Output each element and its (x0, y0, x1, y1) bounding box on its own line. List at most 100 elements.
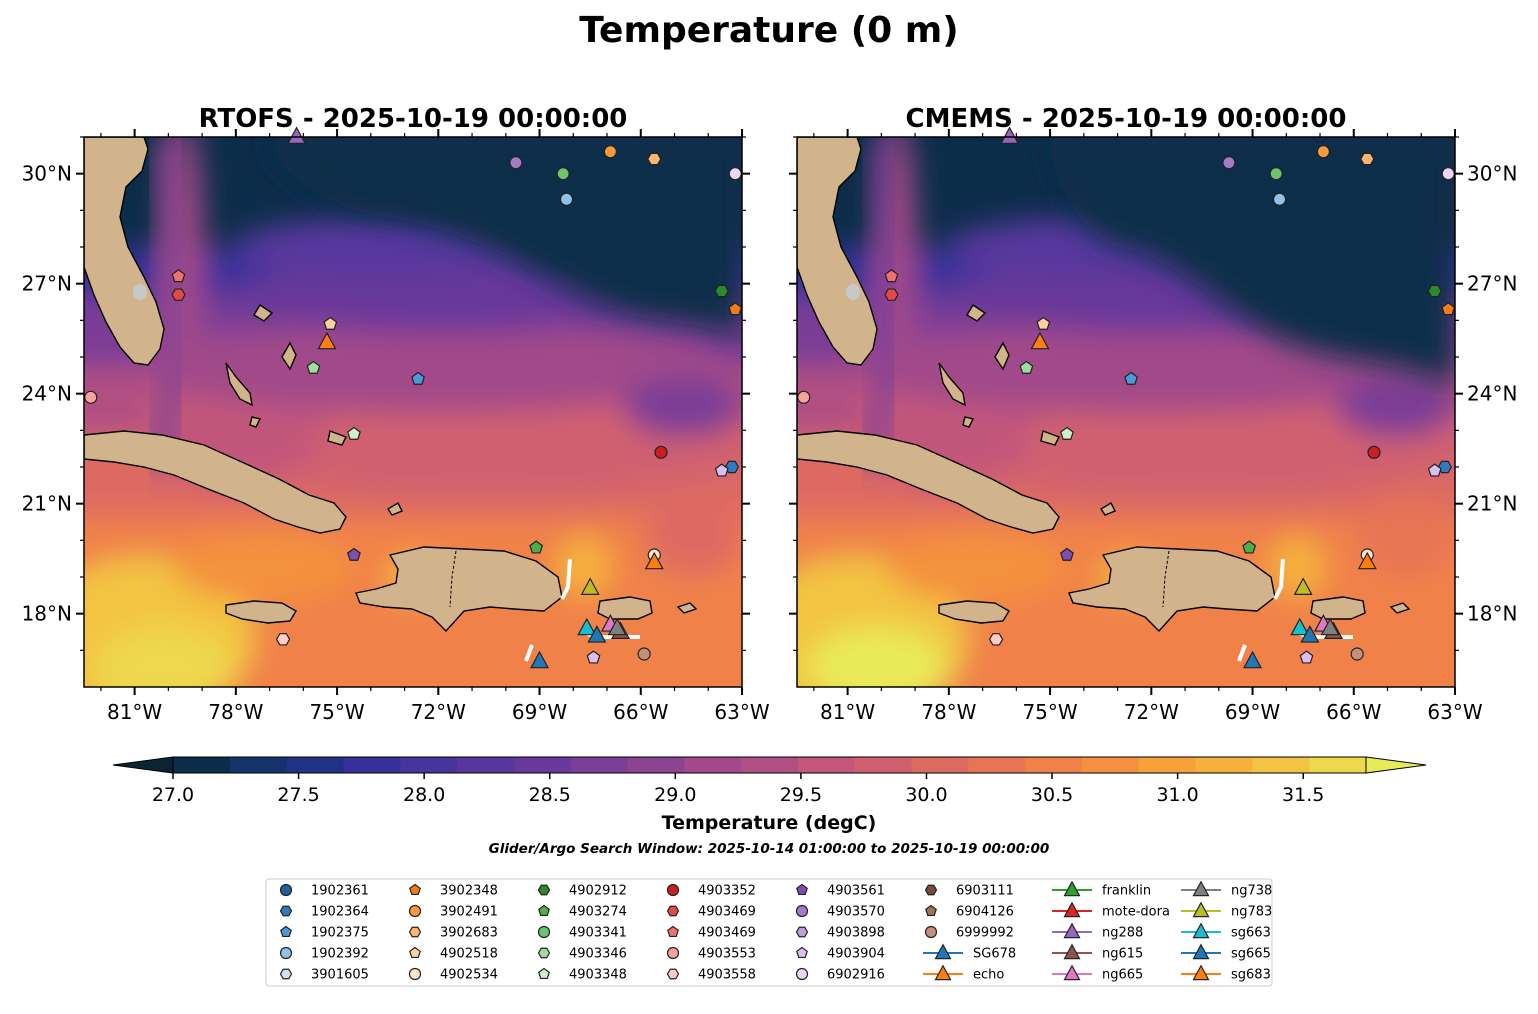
legend-marker (924, 925, 938, 939)
legend-marker (934, 964, 952, 981)
map-marker (1316, 145, 1331, 159)
x-tick-label: 72°W (1124, 700, 1179, 724)
colorbar-tick-label: 28.0 (403, 784, 445, 806)
colorbar-swatch (1195, 757, 1253, 773)
colorbar-swatch (1081, 757, 1140, 773)
border-line (1162, 550, 1170, 608)
map-marker (1124, 371, 1138, 385)
legend-label: 6903111 (956, 884, 1014, 899)
map-marker (607, 617, 627, 636)
legend-label: 4903469 (698, 905, 756, 920)
colorbar-tick-label: 30.5 (1031, 784, 1073, 806)
colorbar-swatch (627, 757, 685, 773)
legend-label: ng665 (1102, 968, 1143, 983)
legend-marker (1063, 901, 1081, 918)
colorbar-label: Temperature (degC) (662, 812, 877, 834)
panel-title: RTOFS - 2025-10-19 00:00:00 (199, 104, 628, 134)
colorbar-swatch (570, 757, 629, 773)
legend-label: 4903561 (827, 884, 885, 899)
legend-label: ng738 (1231, 884, 1272, 899)
legend-label: 4903570 (827, 905, 885, 920)
map-marker (586, 650, 601, 664)
legend-marker (279, 905, 293, 917)
map-marker (644, 551, 664, 570)
colorbar-tick-label: 29.5 (780, 784, 822, 806)
x-tick-label: 63°W (714, 700, 769, 724)
map-marker (1243, 650, 1263, 669)
lake-okeechobee (133, 284, 147, 300)
map-marker (287, 126, 307, 144)
map-marker (171, 288, 186, 301)
map-marker (1030, 331, 1050, 350)
map-marker (1350, 647, 1364, 661)
map-clip (84, 137, 742, 687)
legend-marker (795, 926, 809, 938)
x-tick-label: 72°W (411, 700, 466, 724)
map-marker (647, 152, 662, 166)
map-marker (714, 463, 729, 477)
map-marker (306, 360, 321, 374)
field-blob (556, 537, 612, 597)
legend-marker (795, 904, 809, 918)
x-tick-label: 63°W (1427, 700, 1482, 724)
legend-marker (1063, 964, 1081, 981)
colorbar-swatch (1025, 757, 1083, 773)
colorbar-tick-label: 31.5 (1282, 784, 1324, 806)
search-window-text: Glider/Argo Search Window: 2025-10-14 01… (489, 841, 1050, 857)
colorbar-extend-high (1365, 756, 1427, 774)
legend-marker (666, 968, 680, 980)
map-marker (728, 302, 743, 316)
legend-label: 4903469 (698, 926, 756, 941)
legend-label: sg663 (1231, 926, 1271, 941)
legend-marker (796, 946, 808, 959)
colorbar-tick-label: 27.0 (152, 784, 194, 806)
map-marker (1036, 316, 1051, 330)
colorbar-swatch (968, 757, 1026, 773)
map-marker (728, 167, 742, 181)
map-marker (884, 269, 899, 283)
legend-marker (1192, 901, 1210, 918)
y-tick-label: 24°N (1467, 382, 1517, 406)
x-tick-label: 75°W (309, 700, 364, 724)
y-tick-label: 18°N (22, 602, 72, 626)
legend-label: 4902912 (569, 884, 627, 899)
colorbar-swatch (1309, 757, 1367, 773)
colorbar-swatch (797, 757, 856, 773)
y-tick-label: 30°N (1467, 162, 1517, 186)
legend-label: 4903553 (698, 947, 756, 962)
lake-okeechobee (846, 284, 860, 300)
legend-marker (1192, 943, 1210, 960)
axes: 81°W 78°W 75°W 72°W 69°W 66°W 63°W 30°N 27°N 24°N… (22, 129, 770, 724)
legend-marker (538, 967, 550, 980)
legend-marker (1192, 880, 1210, 897)
legend-marker (666, 946, 680, 960)
legend-label: 1902392 (311, 947, 369, 962)
legend-label: 6902916 (827, 968, 885, 983)
map-marker (347, 547, 361, 561)
legend-marker (795, 967, 809, 981)
map-marker (637, 647, 651, 661)
colorbar-swatch (741, 757, 799, 773)
field-blob (624, 377, 742, 437)
map-marker (1060, 547, 1074, 561)
colorbar-swatch (1252, 757, 1310, 773)
map-marker (84, 390, 98, 404)
y-tick-label: 27°N (22, 272, 72, 296)
map-marker (797, 390, 811, 404)
legend-frame (265, 878, 1273, 987)
legend-label: ng783 (1231, 905, 1272, 920)
map-marker (1367, 445, 1381, 459)
colorbar-swatch (457, 757, 515, 773)
legend-label: 4903274 (569, 905, 627, 920)
colorbar-swatch (513, 757, 572, 773)
legend-marker (1192, 964, 1210, 981)
map-marker (529, 540, 544, 554)
field-blob (94, 627, 234, 687)
colorbar-swatch (684, 757, 742, 773)
map-marker (988, 633, 1004, 646)
legend: 1902361 1902364 1902375 1902392 3901605 39023… (265, 878, 1273, 987)
field-blob (887, 532, 1067, 602)
legend-label: 3902491 (440, 905, 498, 920)
legend-marker (279, 968, 293, 980)
